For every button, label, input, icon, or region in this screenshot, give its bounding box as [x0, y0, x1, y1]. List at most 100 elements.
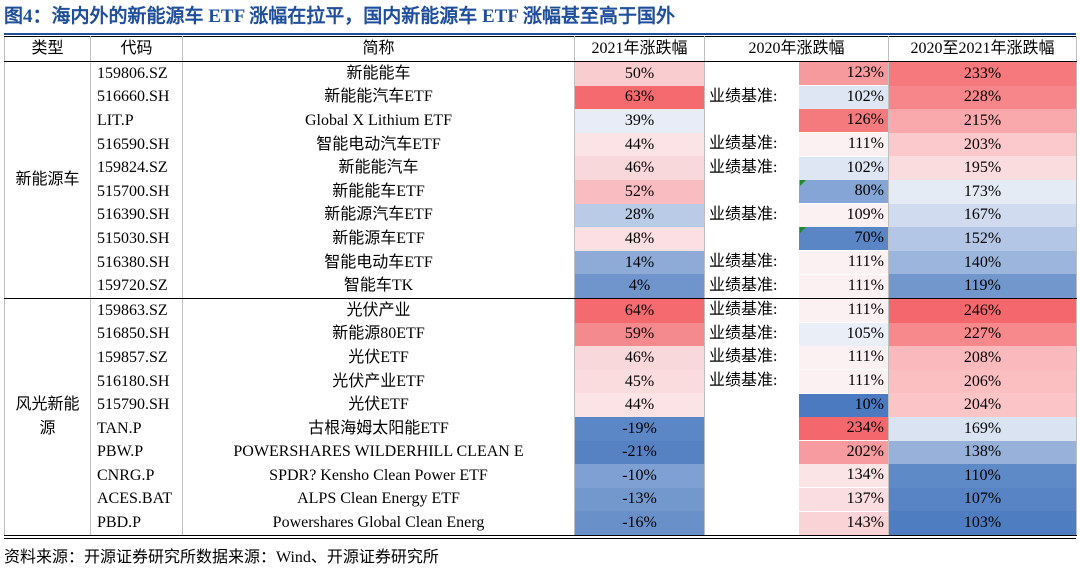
fund-name: 新能能车ETF [182, 179, 575, 204]
change-2020-2021: 119% [888, 274, 1077, 299]
fund-code: 515030.SH [90, 227, 183, 251]
fund-code: 516590.SH [90, 132, 183, 157]
table-row: 159720.SZ 智能车TK 4% 业绩基准: 111% 119% [5, 274, 1077, 299]
fund-name: 光伏ETF [182, 393, 575, 417]
fund-name: 智能电动汽车ETF [182, 132, 575, 157]
change-2020: 202% [799, 440, 888, 464]
change-2020: 111% [799, 274, 888, 298]
fund-name: Global X Lithium ETF [182, 109, 575, 133]
change-2020-2021: 195% [888, 156, 1077, 180]
change-2021: 64% [574, 298, 705, 323]
table-row: 159824.SZ 新能能汽车 46% 业绩基准: 102% 195% [5, 156, 1077, 180]
change-2020: 111% [799, 299, 888, 323]
change-2020-value: 123% [846, 64, 884, 82]
etf-performance-table: 类型 代码 简称 2021年涨跌幅 2020年涨跌幅 2020至2021年涨跌幅… [4, 36, 1077, 536]
change-2020-2021: 110% [888, 464, 1077, 488]
fund-name: 智能车TK [182, 274, 575, 299]
change-2021: 63% [574, 85, 705, 110]
change-2020-cell: 234% [704, 416, 889, 441]
table-row: 159857.SZ 光伏ETF 46% 业绩基准: 111% 208% [5, 346, 1077, 370]
change-2021: 14% [574, 250, 705, 275]
table-row: 516180.SH 光伏产业ETF 45% 业绩基准: 111% 206% [5, 369, 1077, 394]
change-2020-cell: 业绩基准: 102% [704, 85, 889, 110]
table-row: PBD.P Powershares Global Clean Energ -16% 1… [5, 511, 1077, 536]
table-row: TAN.P 古根海姆太阳能ETF -19% 234% 169% [5, 416, 1077, 441]
change-2020-2021: 103% [888, 511, 1077, 536]
change-2021: 48% [574, 227, 705, 251]
fund-name: SPDR? Kensho Clean Power ETF [182, 464, 575, 488]
change-2021: 4% [574, 274, 705, 299]
change-2020: 111% [799, 370, 888, 394]
benchmark-label: 业绩基准: [705, 346, 799, 370]
table-row: CNRG.P SPDR? Kensho Clean Power ETF -10% 13… [5, 464, 1077, 488]
fund-name: 光伏产业 [182, 298, 575, 323]
fund-code: 515700.SH [90, 179, 183, 204]
change-2020: 234% [799, 417, 888, 441]
table-row: 风光新能源 159863.SZ 光伏产业 64% 业绩基准: 111% 246% [4, 298, 1077, 536]
benchmark-label: 业绩基准: [705, 299, 799, 323]
table-row: ACES.BAT ALPS Clean Energy ETF -13% 137% 107… [5, 487, 1077, 512]
change-2020-value: 126% [846, 111, 884, 129]
benchmark-label: 业绩基准: [705, 85, 799, 109]
table-row: 516590.SH 智能电动汽车ETF 44% 业绩基准: 111% 203% [5, 132, 1077, 157]
fund-name: 新能源汽车ETF [182, 203, 575, 228]
change-2020: 105% [799, 322, 888, 346]
header-2021-change: 2021年涨跌幅 [574, 36, 705, 62]
change-2020-cell: 123% [704, 61, 889, 86]
change-2020-cell: 业绩基准: 111% [704, 274, 889, 299]
change-2020-2021: 107% [888, 487, 1077, 512]
benchmark-label [705, 464, 799, 488]
benchmark-label: 业绩基准: [705, 133, 799, 157]
change-2021: -10% [574, 464, 705, 488]
change-2021: 46% [574, 156, 705, 180]
table-row: 516660.SH 新能能汽车ETF 63% 业绩基准: 102% 228% [5, 85, 1077, 110]
change-2020: 102% [799, 156, 888, 180]
change-2020-2021: 152% [888, 227, 1077, 251]
change-2020: 102% [799, 85, 888, 109]
table-row: 515790.SH 光伏ETF 44% 10% 204% [5, 393, 1077, 417]
change-2021: -13% [574, 487, 705, 512]
benchmark-label: 业绩基准: [705, 370, 799, 394]
table-row: 515030.SH 新能源车ETF 48% 70% 152% [5, 227, 1077, 251]
fund-name: 古根海姆太阳能ETF [182, 416, 575, 441]
fund-name: 新能能车 [182, 61, 575, 86]
change-2020-cell: 业绩基准: 102% [704, 156, 889, 180]
benchmark-label: 业绩基准: [705, 251, 799, 275]
group-label: 风光新能源 [4, 298, 91, 536]
change-2021: 50% [574, 61, 705, 86]
change-2020: 126% [799, 109, 888, 133]
change-2020: 70% [799, 227, 888, 251]
change-2020-cell: 业绩基准: 109% [704, 203, 889, 228]
change-2020: 137% [799, 487, 888, 511]
change-2020-cell: 126% [704, 109, 889, 133]
fund-name: 智能电动车ETF [182, 250, 575, 275]
benchmark-label: 业绩基准: [705, 322, 799, 346]
change-2021: 39% [574, 109, 705, 133]
change-2020-2021: 233% [888, 61, 1077, 86]
change-2020: 111% [799, 346, 888, 370]
change-2020-value: 111% [847, 372, 884, 390]
fund-code: 515790.SH [90, 393, 183, 417]
change-2020: 111% [799, 133, 888, 157]
table-header-row: 类型 代码 简称 2021年涨跌幅 2020年涨跌幅 2020至2021年涨跌幅 [4, 36, 1077, 62]
header-2020-change: 2020年涨跌幅 [704, 36, 889, 62]
header-name: 简称 [182, 36, 575, 62]
fund-code: 516180.SH [90, 369, 183, 394]
benchmark-label [705, 180, 799, 204]
change-2021: 46% [574, 346, 705, 370]
benchmark-label [705, 393, 799, 417]
fund-name: 光伏ETF [182, 346, 575, 370]
change-2020-cell: 业绩基准: 111% [704, 369, 889, 394]
fund-code: 159857.SZ [90, 346, 183, 370]
change-2020-cell: 137% [704, 487, 889, 512]
fund-code: TAN.P [90, 416, 183, 441]
change-2020-cell: 业绩基准: 111% [704, 132, 889, 157]
fund-code: PBD.P [90, 511, 183, 536]
fund-name: POWERSHARES WILDERHILL CLEAN E [182, 440, 575, 465]
fund-code: CNRG.P [90, 464, 183, 488]
change-2020-2021: 208% [888, 346, 1077, 370]
table-body: 新能源车 159806.SZ 新能能车 50% 123% 233% 516660.SH 新能能… [4, 61, 1077, 536]
change-2020-cell: 业绩基准: 111% [704, 250, 889, 275]
change-2020: 10% [799, 393, 888, 417]
benchmark-label: 业绩基准: [705, 274, 799, 298]
